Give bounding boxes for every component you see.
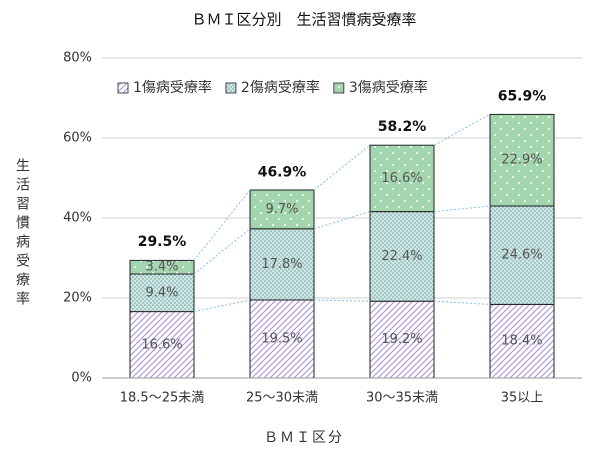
y-tick-label: 40%: [63, 211, 92, 226]
bar-segment: [249, 228, 315, 301]
y-tick-label: 0%: [71, 371, 92, 386]
value-label: 19.2%: [381, 332, 422, 347]
legend-label: 2傷病受療率: [241, 79, 320, 96]
value-label: 18.4%: [501, 334, 542, 349]
value-label: 3.4%: [145, 260, 178, 275]
bar-segment: [369, 144, 435, 213]
value-label: 24.6%: [501, 248, 542, 263]
y-axis-label: 生活習慣病受療率: [14, 158, 30, 310]
bar-segment: [489, 113, 555, 207]
total-label: 65.9%: [498, 88, 547, 104]
x-axis-label: ＢＭＩ区分: [264, 430, 344, 446]
bar-segment: [129, 273, 195, 313]
chart-title: ＢＭＩ区分別 生活習慣病受療率: [191, 11, 416, 29]
value-label: 16.6%: [141, 337, 182, 352]
legend-label: 1傷病受療率: [133, 79, 212, 96]
value-label: 9.7%: [265, 202, 298, 217]
legend-swatch: [333, 82, 345, 94]
total-label: 46.9%: [258, 164, 307, 180]
legend-swatch: [225, 82, 237, 94]
x-tick-label: 18.5～25未満: [120, 391, 205, 406]
legend-label: 3傷病受療率: [349, 79, 428, 96]
value-label: 22.4%: [381, 249, 422, 264]
bar-segment: [129, 311, 195, 379]
legend-swatch: [117, 82, 129, 94]
x-tick-label: 30～35未満: [366, 391, 438, 406]
value-label: 22.9%: [501, 153, 542, 168]
bar-segment: [249, 189, 315, 230]
connector-line: [313, 299, 371, 302]
bar-segment: [249, 299, 315, 379]
connector-line: [433, 300, 491, 305]
connector-line: [313, 144, 371, 191]
value-label: 17.8%: [261, 257, 302, 272]
total-label: 29.5%: [138, 234, 187, 250]
x-tick-label: 35以上: [501, 391, 544, 406]
x-tick-label: 25～30未満: [246, 391, 318, 406]
bar-segment: [489, 205, 555, 305]
connector-line: [193, 228, 251, 275]
connector-line: [313, 211, 371, 230]
y-tick-label: 20%: [63, 291, 92, 306]
y-tick-label: 80%: [63, 51, 92, 66]
value-label: 16.6%: [381, 171, 422, 186]
y-tick-label: 60%: [63, 131, 92, 146]
connector-line: [193, 299, 251, 313]
bar-segment: [129, 259, 195, 275]
value-label: 19.5%: [261, 332, 302, 347]
total-label: 58.2%: [378, 119, 427, 135]
connector-line: [193, 189, 251, 261]
connector-line: [433, 113, 491, 146]
value-label: 9.4%: [145, 285, 178, 300]
connector-line: [433, 205, 491, 213]
